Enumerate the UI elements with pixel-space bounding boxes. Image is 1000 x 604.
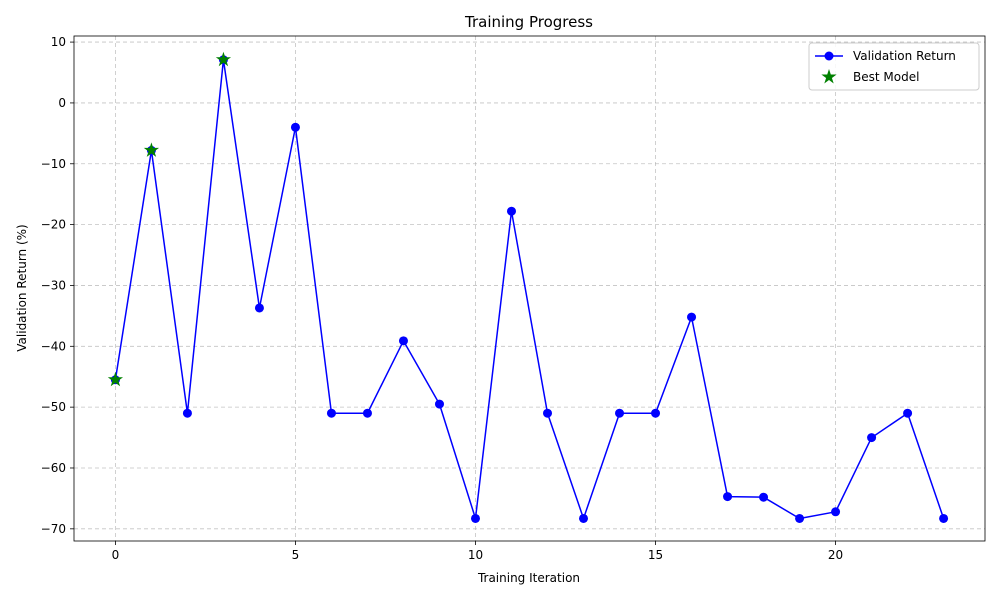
plot-area [107, 51, 949, 523]
y-axis-label: Validation Return (%) [15, 224, 29, 351]
legend-label-validation-return: Validation Return [853, 49, 956, 63]
y-tick-label: −60 [41, 461, 66, 475]
data-point-validation-return [939, 513, 949, 523]
x-tick-label: 15 [648, 548, 663, 562]
data-point-validation-return [182, 408, 192, 418]
data-point-validation-return [651, 408, 661, 418]
chart-title: Training Progress [464, 13, 593, 31]
x-tick-label: 20 [828, 548, 843, 562]
data-point-validation-return [903, 408, 913, 418]
legend-label-best-model: Best Model [853, 70, 919, 84]
data-point-validation-return [831, 507, 841, 517]
axes-frame [73, 35, 986, 542]
legend-box [808, 42, 980, 91]
data-point-validation-return [326, 408, 336, 418]
x-tick-label: 0 [112, 548, 120, 562]
y-tick-label: −20 [41, 218, 66, 232]
legend: Validation Return Best Model [808, 42, 980, 91]
data-point-validation-return [434, 399, 444, 409]
data-point-validation-return [506, 206, 516, 216]
ticks: 0 5 10 15 20 −70 −60 −50 −40 −30 −20 −10 0 10 [41, 35, 844, 562]
data-point-validation-return [723, 492, 733, 502]
x-tick-label: 5 [292, 548, 300, 562]
data-point-validation-return [362, 408, 372, 418]
y-tick-label: −70 [41, 522, 66, 536]
grid [74, 36, 985, 541]
data-point-validation-return [687, 312, 697, 322]
y-tick-label: −30 [41, 278, 66, 292]
data-point-validation-return [543, 408, 553, 418]
legend-marker-validation-return [824, 51, 834, 61]
data-point-best-model [215, 51, 232, 67]
data-point-validation-return [254, 303, 264, 313]
series-line-validation-return [114, 58, 945, 520]
data-point-validation-return [795, 513, 805, 523]
y-tick-label: −50 [41, 400, 66, 414]
data-point-validation-return [398, 336, 408, 346]
data-point-validation-return [615, 408, 625, 418]
x-axis-label: Training Iteration [477, 571, 580, 585]
data-point-validation-return [867, 433, 877, 443]
data-point-validation-return [470, 513, 480, 523]
data-point-best-model [107, 371, 124, 387]
y-tick-label: 0 [58, 96, 66, 110]
y-tick-label: −40 [41, 339, 66, 353]
data-point-best-model [143, 142, 160, 157]
data-point-validation-return [579, 513, 589, 523]
legend-marker-best-model [821, 69, 837, 84]
data-point-validation-return [290, 122, 300, 132]
y-tick-label: 10 [51, 35, 66, 49]
y-tick-label: −10 [41, 157, 66, 171]
data-point-validation-return [759, 492, 769, 502]
x-tick-label: 10 [468, 548, 483, 562]
